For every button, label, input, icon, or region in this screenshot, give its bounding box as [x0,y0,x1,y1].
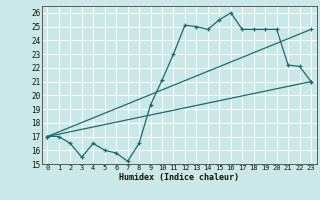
X-axis label: Humidex (Indice chaleur): Humidex (Indice chaleur) [119,173,239,182]
